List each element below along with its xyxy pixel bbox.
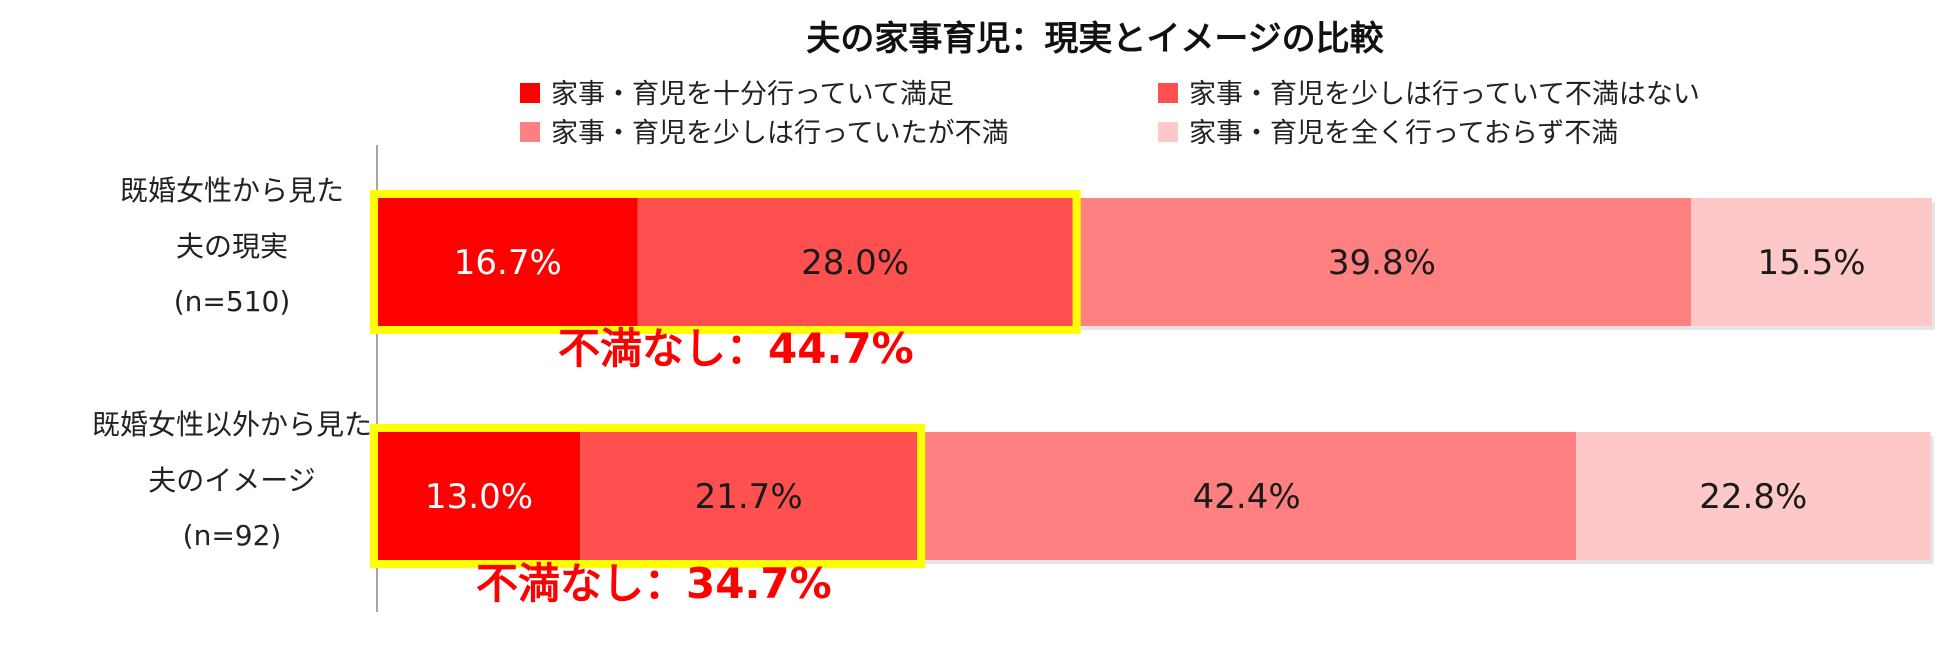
bar-value-label: 22.8% [1699,477,1807,517]
category-label: 既婚女性から見た [120,174,344,207]
highlight-box [370,190,1081,334]
legend-swatch [1158,83,1178,103]
bars [378,198,1935,564]
highlight-boxes [370,190,1081,568]
bar-value-label: 15.5% [1758,243,1866,283]
annotations: 不満なし：44.7% 不満なし：34.7% [476,324,914,608]
bar-segment [637,198,1073,326]
category-label: 既婚女性以外から見た [92,408,372,441]
bar-segment [1072,198,1692,326]
legend-swatch [520,122,540,142]
category-label: 夫の現実 [176,230,288,263]
chart-title: 夫の家事育児：現実とイメージの比較 [806,19,1384,59]
legend-label: 家事・育児を十分行っていて満足 [551,79,954,110]
bar-value-label: 21.7% [695,477,803,517]
bar-segment [378,432,581,560]
bar-value-label: 16.7% [454,243,562,283]
bar-value-labels: 16.7% 28.0% 39.8% 15.5% 13.0% 21.7% 42.4% 22.8% [425,243,1866,517]
bar-value-label: 39.8% [1328,243,1436,283]
bar-segment [917,432,1577,560]
legend-label: 家事・育児を少しは行っていたが不満 [551,118,1009,149]
legend-swatch [1158,122,1178,142]
bar-segment [378,198,638,326]
bar-segment [580,432,918,560]
bar-segment [1576,432,1931,560]
legend-swatch [520,83,540,103]
annotation-label: 不満なし：34.7% [476,559,832,608]
bar-value-label: 28.0% [801,243,909,283]
category-label: (n=510) [174,285,291,318]
bar-value-label: 42.4% [1193,477,1301,517]
highlight-box [370,424,926,568]
legend-label: 家事・育児を全く行っておらず不満 [1189,118,1618,149]
bar-value-label: 13.0% [425,477,533,517]
bar-segment [1691,198,1932,326]
legend-label: 家事・育児を少しは行っていて不満はない [1189,79,1700,110]
category-label: 夫のイメージ [148,464,315,497]
category-label: (n=92) [183,519,282,552]
annotation-label: 不満なし：44.7% [558,324,914,373]
legend: 家事・育児を十分行っていて満足 家事・育児を少しは行っていて不満はない家事・育児を… [520,79,1700,149]
